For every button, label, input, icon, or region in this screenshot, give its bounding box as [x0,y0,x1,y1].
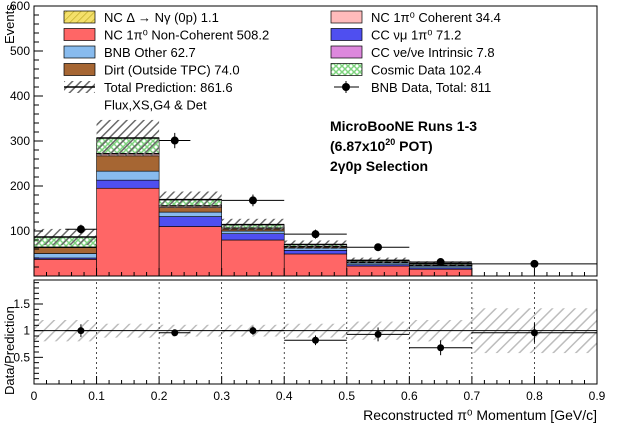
bottom-x-tick-label-4: 0.4 [276,389,293,403]
ratio-point-3 [312,336,319,344]
top-y-tick-label-1: 200 [10,179,30,193]
bar-0-bin-5 [346,265,410,276]
bottom-x-tick-label-8: 0.8 [526,389,543,403]
bar-0-bin-1 [96,187,160,276]
bar-0-bin-2 [158,226,222,276]
legend-point-10 [342,83,350,91]
bar-2-bin-0 [34,253,97,259]
bottom-y-axis-title: Data/Prediction [2,306,17,395]
legend: NC Δ → Nγ (0p) 1.1 NC 1π⁰ Non-Coherent 50… [63,10,501,113]
legend-swatch-2 [63,45,96,59]
bar-3-bin-1 [96,155,160,172]
ratio-point-5 [437,344,445,352]
legend-label-0: NC Δ → Nγ (0p) 1.1 [104,10,219,25]
legend-label-3: Dirt (Outside TPC) 74.0 [104,63,240,78]
annotation-pot-base: (6.87x10 [330,138,385,154]
data-point-3 [311,230,320,239]
bar-2-bin-1 [96,170,160,181]
top-y-tick-label-5: 600 [10,0,30,13]
bottom-x-tick-label-3: 0.3 [213,389,230,403]
bottom-y-axis: 0.5 1 1.5 [13,282,43,380]
data-point-4 [374,243,383,252]
bar-1-bin-1 [96,179,160,189]
data-point-0 [76,225,85,234]
top-y-tick-label-2: 300 [10,134,30,148]
legend-label-5: Flux,XS,G4 & Det [104,98,207,113]
bar-0-bin-6 [409,268,473,276]
legend-label-10: BNB Data, Total: 811 [371,80,491,95]
bar-2-bin-2 [158,211,222,217]
legend-label-4: Total Prediction: 861.6 [104,80,233,95]
top-y-axis-title: Events [2,4,17,44]
bottom-x-tick-label-5: 0.5 [338,389,355,403]
bar-0-bin-0 [34,259,97,276]
legend-label-8: CC νe/νe Intrinsic 7.8 [371,45,495,60]
bar-1-bin-2 [158,216,222,227]
legend-swatch-1 [63,28,96,41]
data-point-1 [170,136,179,145]
experiment-annotation: MicroBooNE Runs 1-3 (6.87x1020 POT) 2γ0p… [330,118,477,174]
data-point-2 [248,196,257,205]
bottom-x-axis-title: Reconstructed π⁰ Momentum [GeV/c] [363,407,597,423]
bottom-x-tick-label-6: 0.6 [401,389,418,403]
legend-swatch-3 [63,63,96,76]
bottom-x-tick-label-0: 0 [31,389,38,403]
bar-1-bin-3 [221,233,285,241]
top-y-tick-label-3: 400 [10,89,30,103]
annotation-runs: MicroBooNE Runs 1-3 [330,118,477,134]
ratio-point-1 [171,329,179,337]
top-y-axis: 100 200 300 400 500 600 [10,0,43,277]
legend-swatch-0 [63,10,96,24]
data-point-5 [436,258,445,267]
bar-0-bin-4 [283,253,348,276]
top-y-tick-label-4: 500 [10,44,30,58]
bottom-x-tick-label-9: 0.9 [589,389,606,403]
legend-swatch-9 [330,63,363,76]
annotation-pot-exponent: 20 [385,137,395,147]
data-point-6 [530,259,539,268]
ratio-panel: 0.5 1 1.5 0 0.1 0.2 0.3 0.4 0.5 0.6 0.7 0.8 0.9 Dat… [2,279,606,423]
bar-0-bin-3 [221,239,285,276]
data-points [65,132,597,268]
legend-label-2: BNB Other 62.7 [104,45,196,60]
bottom-x-tick-label-2: 0.2 [151,389,168,403]
main-histogram-panel: 100 200 300 400 500 600 Events [2,0,598,277]
ratio-point-0 [77,327,85,335]
bottom-y-tick-label-0: 0.5 [13,350,30,364]
top-y-tick-label-0: 100 [10,224,30,238]
annotation-selection: 2γ0p Selection [330,158,428,174]
annotation-pot-tail: POT) [395,138,432,154]
bottom-x-tick-label-1: 0.1 [88,389,105,403]
legend-label-1: NC 1π⁰ Non-Coherent 508.2 [104,28,269,43]
bar-3-bin-2 [158,207,222,213]
legend-label-7: CC νμ 1π⁰ 71.2 [371,28,461,43]
ratio-point-2 [249,327,257,335]
bottom-x-tick-label-7: 0.7 [464,389,481,403]
legend-swatch-6 [330,10,363,24]
legend-swatch-8 [330,45,363,59]
bar-3-bin-0 [34,247,97,254]
ratio-point-4 [374,330,382,338]
legend-swatch-7 [330,28,363,41]
top-x-ticks [33,268,598,276]
annotation-pot: (6.87x1020 POT) [330,137,433,154]
bar-1-bin-4 [283,250,348,255]
ratio-point-6 [530,329,538,337]
legend-label-9: Cosmic Data 102.4 [371,63,482,78]
bottom-plot-frame [33,279,598,385]
bar-2-bin-3 [221,230,285,234]
ratio-points [65,323,597,356]
bottom-y-tick-label-1: 1 [23,324,30,338]
bottom-y-tick-label-2: 1.5 [13,297,30,311]
bottom-x-axis: 0 0.1 0.2 0.3 0.4 0.5 0.6 0.7 0.8 0.9 [31,376,606,403]
legend-label-6: NC 1π⁰ Coherent 34.4 [371,10,501,25]
